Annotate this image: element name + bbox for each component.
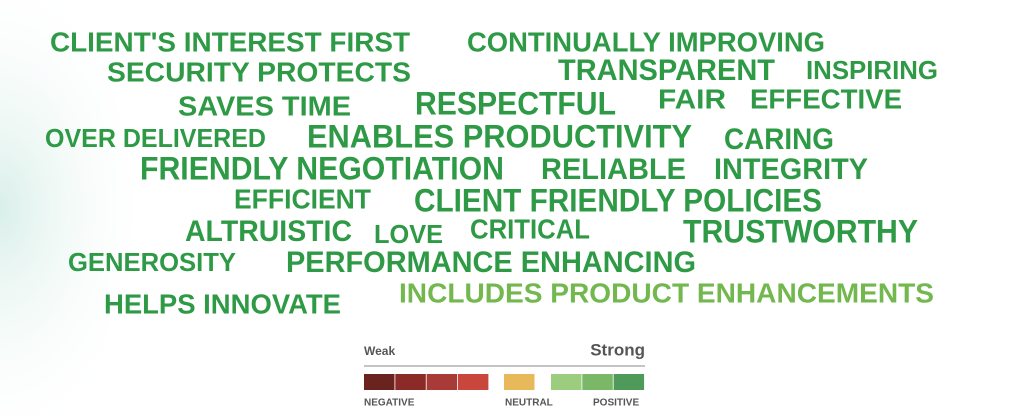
legend-swatch	[551, 374, 582, 390]
word: LOVE	[374, 219, 443, 249]
legend-label: NEUTRAL	[505, 398, 553, 409]
word: INTEGRITY	[714, 153, 868, 186]
word: FAIR	[658, 83, 726, 114]
word: INSPIRING	[806, 55, 938, 85]
word: FRIENDLY NEGOTIATION	[140, 150, 504, 186]
word: GENEROSITY	[68, 247, 236, 277]
legend-swatch	[395, 374, 426, 390]
word: EFFECTIVE	[750, 83, 902, 114]
word: OVER DELIVERED	[45, 123, 266, 153]
word: CARING	[724, 123, 834, 156]
word: RELIABLE	[541, 153, 686, 186]
word: HELPS INNOVATE	[104, 288, 341, 319]
legend-swatch	[613, 374, 645, 390]
word: TRANSPARENT	[558, 54, 775, 87]
legend-label: NEGATIVE	[364, 398, 415, 409]
word: SECURITY PROTECTS	[107, 56, 411, 87]
legend-swatch	[504, 374, 535, 390]
word: SAVES TIME	[178, 90, 351, 121]
background-glow	[0, 0, 260, 417]
legend-swatch	[364, 374, 395, 390]
legend-swatch	[457, 374, 489, 390]
legend-swatch	[426, 374, 458, 390]
word: CLIENT'S INTEREST FIRST	[50, 26, 410, 57]
legend-weak: Weak	[364, 344, 395, 358]
legend-strong: Strong	[590, 340, 645, 359]
word: CRITICAL	[470, 213, 590, 244]
word: ENABLES PRODUCTIVITY	[307, 118, 692, 154]
word: EFFICIENT	[234, 183, 371, 214]
word: CONTINUALLY IMPROVING	[467, 26, 825, 57]
word: ALTRUISTIC	[185, 215, 352, 248]
legend-label: POSITIVE	[593, 398, 639, 409]
word: CLIENT FRIENDLY POLICIES	[414, 182, 822, 218]
legend-swatch	[582, 374, 613, 390]
word: PERFORMANCE ENHANCING	[286, 246, 696, 279]
word: RESPECTFUL	[415, 85, 616, 121]
word: TRUSTWORTHY	[683, 213, 918, 249]
word: INCLUDES PRODUCT ENHANCEMENTS	[399, 277, 934, 308]
